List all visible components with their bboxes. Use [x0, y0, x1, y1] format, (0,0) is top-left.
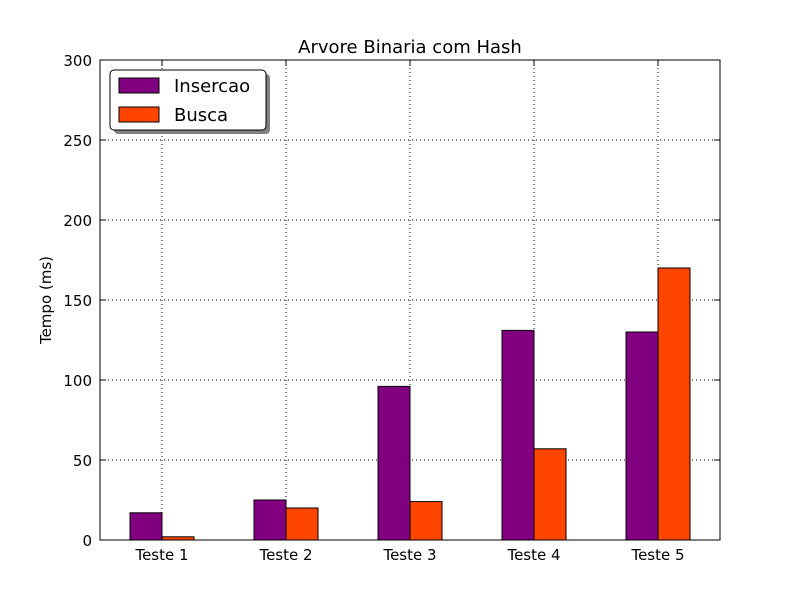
x-tick-label: Teste 1: [134, 546, 188, 564]
y-tick-label: 300: [63, 52, 92, 70]
y-tick-label: 100: [63, 372, 92, 390]
y-tick-label: 250: [63, 132, 92, 150]
y-axis-label: Tempo (ms): [37, 256, 55, 345]
legend-swatch-insercao: [118, 77, 160, 94]
bar-insercao: [377, 385, 411, 541]
chart-title: Arvore Binaria com Hash: [298, 37, 522, 58]
bar-insercao: [501, 329, 535, 541]
bar-insercao: [625, 331, 659, 541]
bars: [129, 267, 691, 541]
y-tick-label: 150: [63, 292, 92, 310]
legend-swatch-busca: [118, 106, 160, 123]
bar-busca: [657, 267, 691, 541]
bar-insercao: [253, 499, 287, 541]
x-tick-label: Teste 2: [258, 546, 312, 564]
legend-label-insercao: Insercao: [174, 76, 250, 97]
bar-insercao: [129, 512, 163, 541]
bar-busca: [409, 501, 443, 541]
ticks: 0 50 100 150 200 250 300 Teste 1 Teste 2 Teste 3 T…: [63, 52, 720, 564]
y-tick-label: 50: [73, 452, 92, 470]
bar-busca: [533, 448, 567, 541]
legend-label-busca: Busca: [174, 105, 228, 126]
bar-busca: [285, 507, 319, 541]
x-tick-label: Teste 5: [630, 546, 684, 564]
y-tick-label: 0: [82, 532, 92, 550]
x-tick-label: Teste 4: [506, 546, 560, 564]
x-tick-label: Teste 3: [382, 546, 436, 564]
y-tick-label: 200: [63, 212, 92, 230]
legend: Insercao Busca: [109, 69, 270, 134]
